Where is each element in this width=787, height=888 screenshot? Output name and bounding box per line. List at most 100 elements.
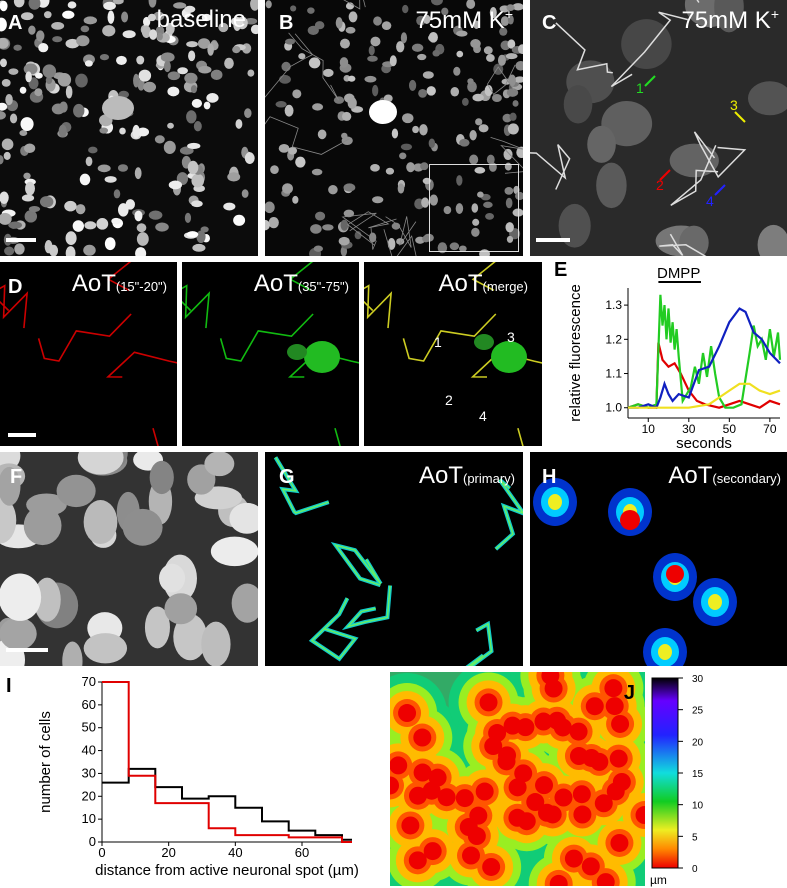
cell-blob [0, 37, 9, 49]
cell-blob [177, 67, 188, 75]
x-axis-label: distance from active neuronal spot (µm) [95, 862, 359, 879]
cell-blob [103, 1, 116, 11]
colorbar-tick-label: 15 [692, 769, 704, 780]
panel-b-image [265, 0, 523, 256]
cell-blob [518, 44, 523, 55]
neurite [0, 284, 29, 329]
cell-blob [0, 102, 8, 111]
cell-blob [387, 238, 396, 250]
cell-blob [231, 17, 244, 26]
cell-blob [497, 54, 506, 66]
cell-blob [201, 13, 212, 22]
cell-blob [244, 108, 252, 119]
cell-blob [111, 217, 121, 225]
cell-blob [418, 88, 428, 98]
stimulus-label: DMPP [657, 265, 700, 282]
neurite [334, 427, 341, 446]
panel-d3-title: AoT(merge) [438, 270, 528, 298]
cell-blob [1, 78, 11, 87]
panel-g: G AoT(primary) [265, 452, 523, 666]
cell-blob [224, 57, 234, 69]
cell-blob [193, 121, 202, 132]
cell-blob [153, 11, 165, 21]
cell-blob [26, 493, 67, 516]
cell-blob [422, 71, 434, 79]
cell-blob [121, 11, 129, 23]
cell-blob [42, 64, 57, 78]
colorbar-tick-label: 5 [692, 832, 698, 843]
y-tick-label: 20 [82, 788, 96, 803]
cell-blob [247, 69, 255, 77]
cell-blob [472, 93, 484, 102]
cell-blob [339, 57, 349, 68]
cell-blob [428, 31, 438, 43]
distance-contour [401, 816, 420, 835]
cell-blob [163, 140, 176, 154]
arrow [644, 75, 656, 87]
distance-contour [479, 693, 498, 712]
cell-blob [39, 196, 54, 208]
distance-contour [526, 793, 545, 812]
distance-contour [594, 794, 613, 813]
cell-blob [483, 46, 493, 55]
cell-blob [292, 195, 299, 204]
arrow-label-4: 4 [479, 408, 487, 424]
cell-blob [428, 138, 436, 149]
cell-blob [19, 130, 28, 137]
distance-contour [514, 764, 533, 783]
panel-b-title: 75mM K+ [415, 6, 513, 35]
cell-blob [406, 162, 415, 173]
cell-blob [167, 86, 180, 97]
large-cell [102, 96, 134, 120]
distance-contour [437, 788, 456, 807]
cell-blob [173, 2, 187, 9]
cell-blob [587, 125, 616, 163]
neurite [517, 427, 524, 446]
neurite [310, 597, 357, 660]
cell-blob [341, 111, 352, 121]
neurite [385, 216, 417, 248]
distance-contour [534, 712, 553, 731]
cell-blob [466, 0, 476, 10]
cell-blob [347, 75, 356, 82]
cell-blob [147, 13, 157, 22]
panel-d1-image [0, 262, 177, 446]
distance-contour [549, 874, 568, 886]
cell-blob [0, 191, 9, 204]
cell-blob [122, 30, 136, 39]
cell-blob [113, 189, 121, 199]
cell-blob [399, 152, 407, 160]
cell-blob [453, 66, 461, 76]
cell-blob [408, 79, 417, 91]
cell-blob [372, 84, 379, 97]
distance-contour [484, 737, 503, 756]
cell-blob [24, 143, 36, 153]
x-tick-label: 60 [295, 845, 309, 860]
cell-blob [478, 124, 489, 133]
cell-blob [322, 224, 334, 231]
x-tick-label: 30 [682, 422, 696, 436]
cell-body [304, 341, 340, 373]
cell-blob [141, 25, 151, 39]
cell-blob [443, 205, 452, 215]
cell-blob [431, 0, 443, 6]
panel-c-title-sup: + [770, 6, 779, 22]
cell-blob [506, 4, 515, 11]
series-line-green [627, 294, 782, 409]
cell-blob [621, 19, 672, 69]
cell-blob [231, 583, 258, 623]
cell-blob [223, 202, 236, 211]
series-line-black [102, 767, 352, 841]
cell-blob [148, 210, 163, 220]
neurite [345, 585, 391, 628]
cell-blob [412, 125, 419, 134]
cell-blob [144, 606, 170, 649]
cell-center [666, 565, 684, 583]
distance-contour [606, 782, 625, 801]
cell-blob [65, 38, 80, 49]
cell-blob [149, 460, 174, 495]
cell-blob [472, 218, 480, 226]
cell-blob [288, 147, 298, 155]
distance-contour [482, 857, 501, 876]
cell-blob [504, 187, 514, 195]
